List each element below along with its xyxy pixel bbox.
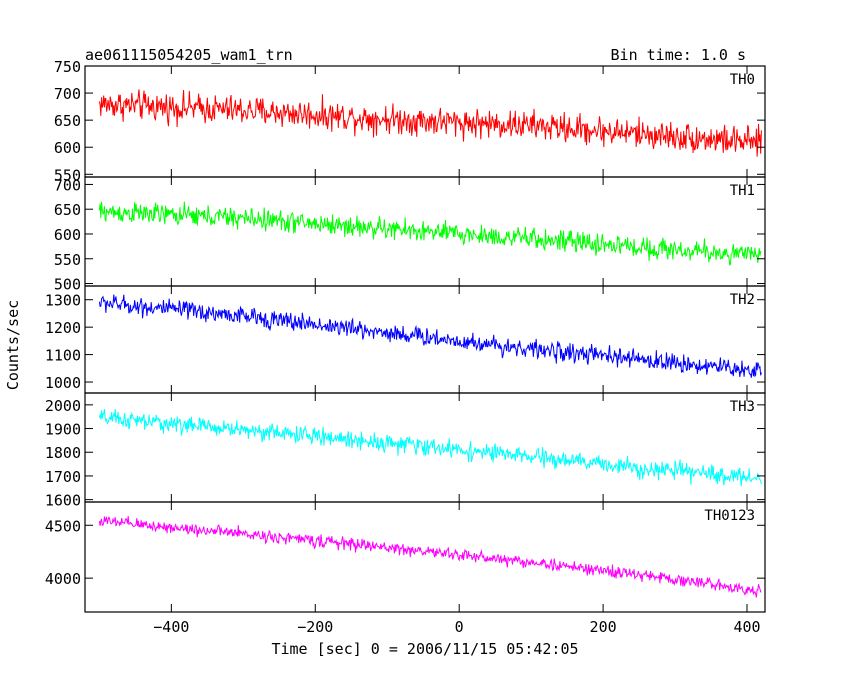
y-tick-label: 650 xyxy=(54,112,81,130)
y-tick-label: 4500 xyxy=(45,517,81,535)
y-tick-label: 700 xyxy=(54,85,81,103)
y-tick-label: 550 xyxy=(54,166,81,184)
x-tick-label: −200 xyxy=(297,618,333,636)
y-tick-label: 4000 xyxy=(45,570,81,588)
x-tick-label: 400 xyxy=(733,618,760,636)
y-tick-label: 550 xyxy=(54,251,81,269)
y-tick-label: 1600 xyxy=(45,492,81,510)
y-tick-label: 600 xyxy=(54,139,81,157)
panel-frame xyxy=(84,501,766,613)
y-tick-label: 500 xyxy=(54,276,81,294)
panels-group: TH0 550 600 650 700 750 TH1 500 550 600 650 700 TH2 1… xyxy=(45,58,766,636)
series-line-th2 xyxy=(98,294,762,378)
series-line-th3 xyxy=(98,409,762,487)
panel-label: TH0 xyxy=(730,72,755,88)
panel-th1: TH1 500 550 600 650 700 xyxy=(54,176,766,294)
y-axis-title: Counts/sec xyxy=(4,300,22,390)
x-tick-label: 0 xyxy=(455,618,464,636)
y-tick-label: 1100 xyxy=(45,347,81,365)
y-tick-label: 650 xyxy=(54,201,81,219)
x-tick-label: −400 xyxy=(153,618,189,636)
y-tick-label: 750 xyxy=(54,58,81,76)
y-tick-label: 2000 xyxy=(45,397,81,415)
panel-label: TH2 xyxy=(730,292,755,308)
y-tick-label: 700 xyxy=(54,176,81,194)
panel-label: TH1 xyxy=(730,183,755,199)
y-tick-label: 1000 xyxy=(45,374,81,392)
panel-label: TH3 xyxy=(730,399,755,415)
panel-th0123: TH0123 4000 4500 xyxy=(45,501,766,613)
series-line-th0 xyxy=(98,89,762,157)
y-tick-label: 1200 xyxy=(45,319,81,337)
panel-label: TH0123 xyxy=(704,508,755,524)
panel-th2: TH2 1000 1100 1200 1300 xyxy=(45,285,766,394)
chart-title: ae061115054205_wam1_trn xyxy=(85,46,293,64)
y-tick-label: 1800 xyxy=(45,444,81,462)
y-tick-label: 600 xyxy=(54,226,81,244)
bin-time-label: Bin time: 1.0 s xyxy=(611,46,746,64)
series-line-th1 xyxy=(98,201,762,266)
y-tick-label: 1300 xyxy=(45,292,81,310)
series-line-th0123 xyxy=(98,515,762,598)
panel-th0: TH0 550 600 650 700 750 xyxy=(54,58,766,184)
panel-th3: TH3 1600 1700 1800 1900 2000 xyxy=(45,392,766,510)
y-tick-label: 1700 xyxy=(45,468,81,486)
x-axis-title: Time [sec] 0 = 2006/11/15 05:42:05 xyxy=(271,640,578,658)
y-tick-label: 1900 xyxy=(45,421,81,439)
x-tick-label: 200 xyxy=(590,618,617,636)
